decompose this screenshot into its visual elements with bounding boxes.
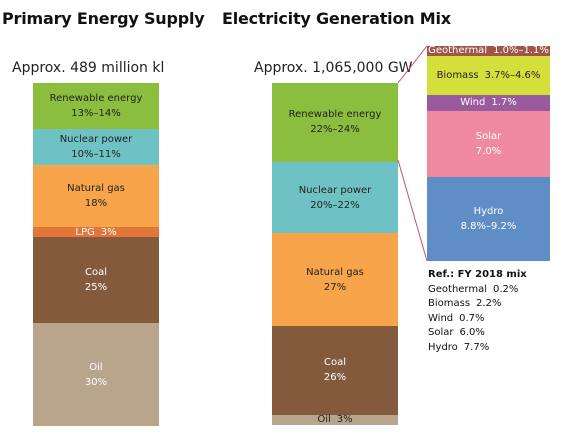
reference-list: Geothermal 0.2% Biomass 2.2% Wind 0.7% Solar 6.… (428, 283, 527, 356)
segment-value-label: 22%–24% (310, 124, 360, 136)
primary-energy-total: Approx. 489 million kl (12, 60, 165, 76)
segment-name: Renewable energy (49, 93, 143, 105)
segment-name: LPG (75, 226, 95, 238)
reference-item: Geothermal 0.2% (428, 283, 527, 298)
segment-value-label: 10%–11% (71, 149, 121, 161)
segment-value-label: 1.7% (491, 97, 517, 109)
segment-name: Biomass (436, 69, 479, 81)
reference-item-name: Hydro (428, 341, 458, 353)
segment-name: Wind (460, 97, 486, 109)
renewable-segment-hydro: Hydro 8.8%–9.2% (427, 176, 550, 261)
renewable-segment-wind: Wind 1.7% (427, 94, 550, 111)
reference-item: Solar 6.0% (428, 326, 527, 341)
reference-item-name: Geothermal (428, 283, 488, 295)
segment-name: Renewable energy (288, 109, 382, 121)
reference-item: Hydro 7.7% (428, 341, 527, 356)
segment-value-label: 27% (323, 281, 347, 293)
reference-item-value: 7.7% (463, 341, 490, 353)
segment-name: Natural gas (67, 183, 125, 195)
electricity-segment-natural-gas: Natural gas 27% (272, 233, 398, 326)
primary-segment-natural-gas: Natural gas 18% (33, 165, 159, 228)
reference-item-name: Wind (428, 312, 454, 324)
segment-name: Coal (84, 267, 107, 279)
primary-energy-title: Primary Energy Supply (2, 9, 205, 28)
primary-segment-lpg: LPG 3% (33, 226, 159, 238)
primary-segment-coal: Coal 25% (33, 237, 159, 324)
primary-segment-oil: Oil 30% (33, 323, 159, 426)
reference-item-name: Biomass (428, 298, 471, 309)
segment-value-label: 26% (323, 372, 347, 384)
segment-value-label: 3.7%–4.6% (484, 69, 541, 81)
connector-line-top (397, 45, 428, 84)
primary-energy-bar: Renewable energy 13%–14% Nuclear power 10%–… (33, 83, 159, 426)
segment-name: Coal (323, 357, 346, 369)
segment-value-label: 25% (84, 282, 108, 294)
electricity-mix-bar: Renewable energy 22%–24% Nuclear power 20%–… (272, 83, 398, 425)
segment-value-label: 18% (84, 198, 108, 210)
segment-value-label: 3% (336, 414, 353, 426)
reference-item: Biomass 2.2% (428, 297, 527, 312)
reference-item-value: 0.7% (459, 312, 485, 324)
segment-name: Solar (475, 130, 502, 142)
segment-value-label: 3% (100, 226, 117, 238)
electricity-segment-renewable-energy: Renewable energy 22%–24% (272, 83, 398, 162)
segment-value-label: 13%–14% (71, 108, 121, 120)
segment-name: Nuclear power (59, 134, 133, 146)
reference-box: Ref.: FY 2018 mix Geothermal 0.2% Biomass 2… (428, 268, 527, 355)
segment-name: Oil (317, 414, 331, 426)
segment-value-label: 7.0% (475, 145, 502, 157)
segment-name: Hydro (473, 205, 504, 217)
segment-name: Geothermal (428, 45, 488, 57)
renewable-segment-biomass: Biomass 3.7%–4.6% (427, 55, 550, 95)
reference-item-value: 0.2% (493, 283, 519, 295)
reference-item-name: Solar (428, 327, 454, 338)
segment-name: Oil (89, 361, 103, 373)
reference-item-value: 6.0% (459, 327, 485, 338)
segment-name: Nuclear power (298, 184, 372, 196)
segment-name: Natural gas (306, 266, 364, 278)
segment-value-label: 8.8%–9.2% (460, 220, 517, 232)
segment-value-label: 20%–22% (310, 199, 360, 211)
connector-line-bottom (397, 159, 428, 262)
electricity-segment-nuclear-power: Nuclear power 20%–22% (272, 161, 398, 234)
primary-segment-nuclear-power: Nuclear power 10%–11% (33, 129, 159, 166)
segment-value-label: 1.0%–1.1% (493, 45, 549, 57)
renewable-segment-solar: Solar 7.0% (427, 110, 550, 177)
electricity-total: Approx. 1,065,000 GW (254, 60, 413, 76)
reference-title: Ref.: FY 2018 mix (428, 269, 527, 280)
electricity-mix-title: Electricity Generation Mix (222, 9, 451, 28)
primary-segment-renewable-energy: Renewable energy 13%–14% (33, 83, 159, 130)
reference-item: Wind 0.7% (428, 312, 527, 327)
renewable-segment-geothermal: Geothermal 1.0%–1.1% (427, 45, 550, 57)
reference-item-value: 2.2% (476, 298, 502, 309)
segment-value-label: 30% (84, 376, 108, 388)
electricity-segment-oil: Oil 3% (272, 414, 398, 426)
renewable-breakdown-bar: Geothermal 1.0%–1.1% Biomass 3.7%–4.6% Wind 1… (427, 45, 550, 261)
electricity-segment-coal: Coal 26% (272, 325, 398, 415)
